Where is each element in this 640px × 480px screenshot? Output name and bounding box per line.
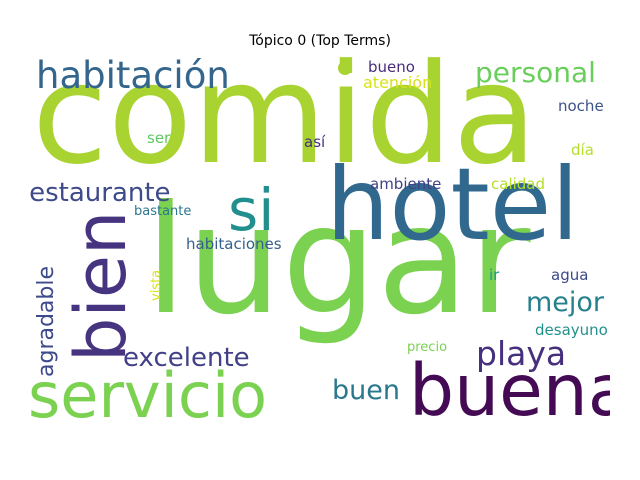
word-bastante: bastante <box>134 204 192 219</box>
word-comida: comida <box>32 57 538 195</box>
word-agradable: agradable <box>34 265 59 377</box>
word-habitacion: habitación <box>36 57 230 97</box>
word-precio: precio <box>407 340 448 355</box>
word-excelente: excelente <box>123 343 250 373</box>
word-servicio: servicio <box>30 359 268 427</box>
dot-mark <box>338 61 352 75</box>
word-playa: playa <box>476 334 567 373</box>
word-atencion: atención <box>363 73 433 92</box>
word-calidad: calidad <box>491 175 546 193</box>
word-desayuno: desayuno <box>535 321 608 339</box>
word-ser: ser <box>147 129 171 147</box>
word-hotel: hotel <box>326 146 580 263</box>
word-cloud: comida lugar hotel servicio buena bien s… <box>30 57 610 427</box>
word-noche: noche <box>558 97 604 115</box>
word-si: si <box>228 176 275 244</box>
word-lugar: lugar <box>145 174 531 348</box>
word-dia: día <box>571 141 594 159</box>
word-agua: agua <box>551 266 589 284</box>
word-ir: ir <box>489 266 500 284</box>
word-habitaciones: habitaciones <box>186 235 282 253</box>
word-asi: así <box>304 133 326 151</box>
word-personal: personal <box>475 57 596 89</box>
word-buena: buena <box>409 349 610 427</box>
word-buen: buen <box>332 375 400 406</box>
word-bueno: bueno <box>368 58 415 76</box>
word-ambiente: ambiente <box>370 175 442 193</box>
word-mejor: mejor <box>526 287 605 318</box>
chart-title: Tópico 0 (Top Terms) <box>249 33 391 49</box>
word-vista: vista <box>149 269 164 301</box>
word-bien: bien <box>60 210 142 362</box>
word-restaurante: restaurante <box>30 178 171 208</box>
